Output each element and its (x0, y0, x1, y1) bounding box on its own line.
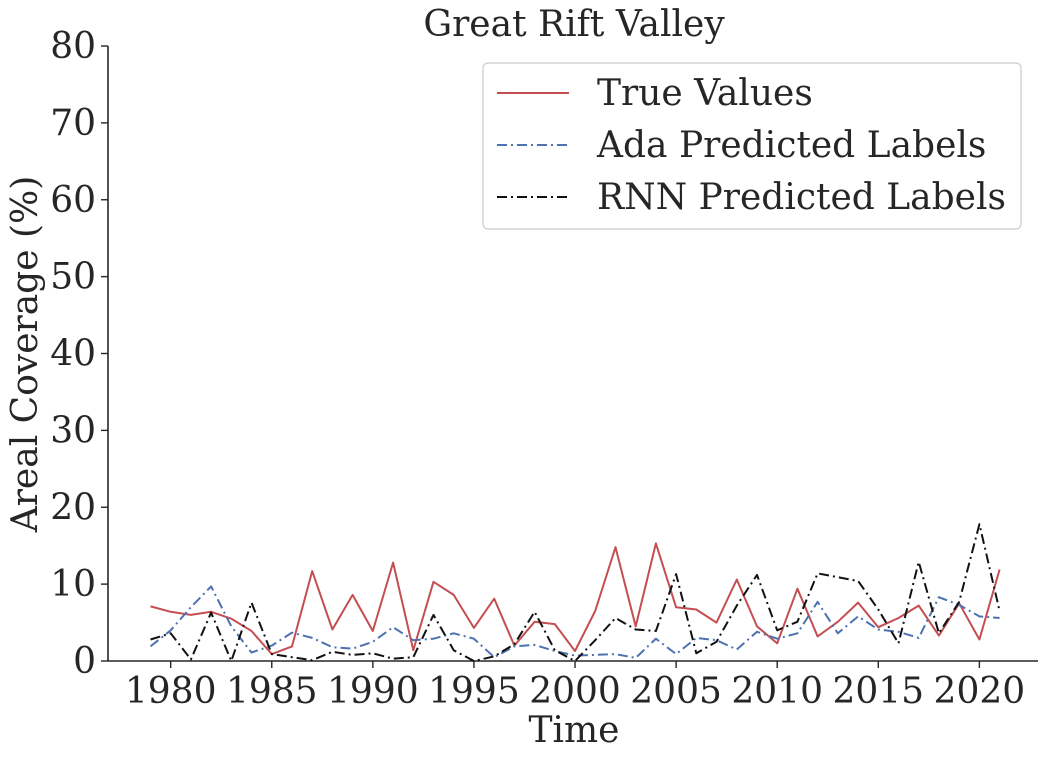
y-tick-label: 50 (50, 257, 96, 298)
y-tick-label: 60 (50, 180, 96, 221)
legend-label-2: Ada Predicted Labels (596, 125, 986, 166)
y-tick-label: 70 (50, 103, 96, 144)
y-tick-label: 20 (50, 487, 96, 528)
legend: True Values Ada Predicted Labels RNN Predi… (482, 62, 1022, 230)
legend-label-1: True Values (597, 73, 813, 114)
x-axis-label: Time (529, 710, 620, 751)
plot-area: 1980 1985 1990 1995 2000 2005 2010 2015 2020 0 10… (50, 26, 1038, 712)
y-tick-label: 30 (50, 410, 96, 451)
x-tick-label: 1990 (327, 671, 419, 712)
legend-label-3: RNN Predicted Labels (597, 177, 1006, 218)
y-tick-label: 10 (50, 564, 96, 605)
legend-frame (482, 62, 1022, 230)
series-line-3 (150, 523, 1001, 662)
x-tick-label: 2015 (832, 671, 924, 712)
series-line-1 (150, 542, 1001, 656)
y-tick-label: 0 (73, 641, 96, 682)
y-ticks: 0 10 20 30 40 50 60 70 80 (50, 26, 108, 682)
x-tick-label: 1995 (428, 671, 520, 712)
x-ticks: 1980 1985 1990 1995 2000 2005 2010 2015 2020 (125, 661, 1025, 712)
x-tick-label: 1985 (226, 671, 318, 712)
x-tick-label: 2000 (529, 671, 621, 712)
series-lines (149, 523, 1001, 662)
y-tick-label: 80 (50, 26, 96, 67)
x-tick-label: 2020 (934, 671, 1026, 712)
x-tick-label: 2005 (630, 671, 722, 712)
y-tick-label: 40 (50, 334, 96, 375)
chart-title: Great Rift Valley (423, 4, 725, 45)
x-tick-label: 1980 (125, 671, 217, 712)
y-axis-label: Areal Coverage (%) (5, 176, 46, 534)
x-tick-label: 2010 (731, 671, 823, 712)
series-line-2 (149, 585, 1000, 659)
